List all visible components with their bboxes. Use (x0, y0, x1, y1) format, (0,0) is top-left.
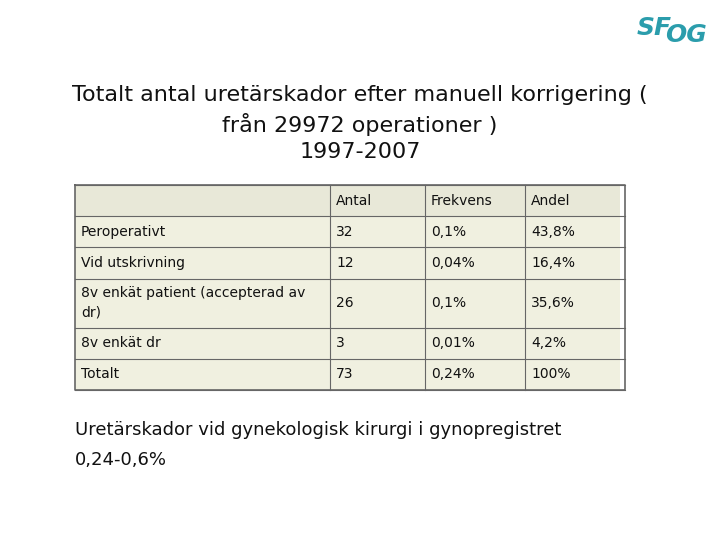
Bar (330, 216, 425, 247)
Bar (525, 328, 620, 359)
Text: 26: 26 (336, 296, 354, 310)
Bar (330, 185, 425, 216)
Bar (75, 359, 330, 390)
Text: Frekvens: Frekvens (431, 194, 492, 207)
Text: Vid utskrivning: Vid utskrivning (81, 256, 185, 270)
Text: 8v enkät patient (accepterad av: 8v enkät patient (accepterad av (81, 286, 305, 300)
Text: OG: OG (665, 23, 707, 47)
Text: 4,2%: 4,2% (531, 336, 566, 350)
Bar (330, 359, 425, 390)
Text: 3: 3 (336, 336, 345, 350)
Bar (75, 185, 330, 216)
Bar (425, 247, 525, 279)
Bar (330, 279, 425, 328)
Text: 12: 12 (336, 256, 354, 270)
Text: 8v enkät dr: 8v enkät dr (81, 336, 161, 350)
Bar (75, 328, 330, 359)
Bar (425, 185, 525, 216)
Bar (75, 247, 330, 279)
Bar (525, 216, 620, 247)
Bar (425, 279, 525, 328)
Text: 0,01%: 0,01% (431, 336, 475, 350)
Bar (525, 279, 620, 328)
Text: 0,1%: 0,1% (431, 296, 466, 310)
Text: Totalt: Totalt (81, 367, 119, 381)
Text: Totalt antal uretärskador efter manuell korrigering (: Totalt antal uretärskador efter manuell … (72, 85, 648, 105)
Text: 16,4%: 16,4% (531, 256, 575, 270)
Text: 1997-2007: 1997-2007 (300, 142, 420, 162)
Text: 0,24%: 0,24% (431, 367, 474, 381)
Text: 32: 32 (336, 225, 354, 239)
Text: 0,1%: 0,1% (431, 225, 466, 239)
Text: Uretärskador vid gynekologisk kirurgi i gynopregistret: Uretärskador vid gynekologisk kirurgi i … (75, 421, 562, 439)
Bar (525, 247, 620, 279)
Bar (330, 328, 425, 359)
Text: dr): dr) (81, 306, 101, 320)
Text: 43,8%: 43,8% (531, 225, 575, 239)
Text: 35,6%: 35,6% (531, 296, 575, 310)
Text: Peroperativt: Peroperativt (81, 225, 166, 239)
Text: SF: SF (637, 16, 672, 40)
Bar (75, 279, 330, 328)
Bar (330, 247, 425, 279)
Text: Andel: Andel (531, 194, 570, 207)
Bar (525, 359, 620, 390)
Bar (425, 216, 525, 247)
Bar (75, 216, 330, 247)
Text: 100%: 100% (531, 367, 570, 381)
Bar (425, 328, 525, 359)
Text: från 29972 operationer ): från 29972 operationer ) (222, 113, 498, 137)
Text: 73: 73 (336, 367, 354, 381)
Text: Antal: Antal (336, 194, 372, 207)
Text: 0,24-0,6%: 0,24-0,6% (75, 451, 167, 469)
Text: 0,04%: 0,04% (431, 256, 474, 270)
Bar (425, 359, 525, 390)
Bar (525, 185, 620, 216)
